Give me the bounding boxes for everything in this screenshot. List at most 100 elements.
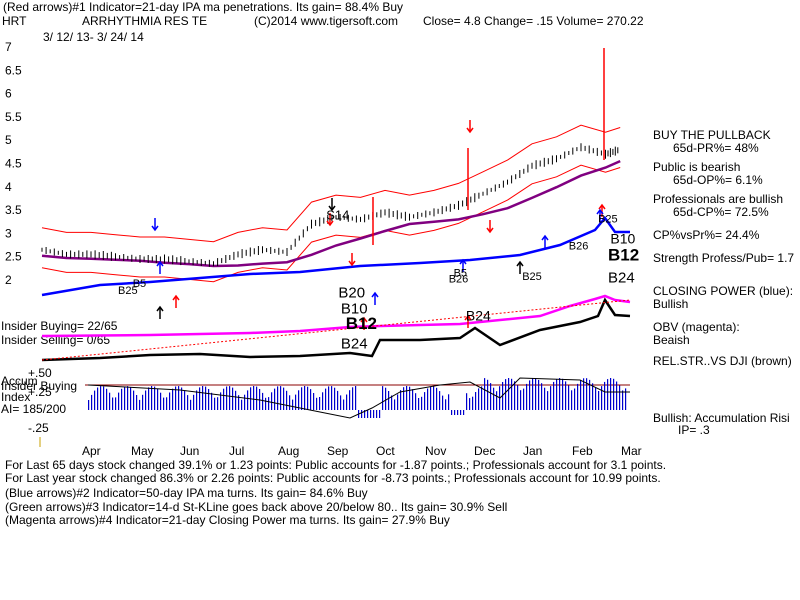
- accum-bar: [115, 397, 117, 410]
- insider-buying: Insider Buying= 22/65: [1, 319, 118, 333]
- accum-bar: [529, 380, 531, 410]
- signal-arrow-head-4: [466, 127, 474, 134]
- accum-bar: [340, 395, 342, 410]
- accum-bar: [193, 394, 195, 410]
- accum-bar: [280, 386, 282, 410]
- accum-bar: [172, 388, 174, 410]
- accum-bar: [625, 388, 627, 410]
- signal-arrow-head-11: [459, 258, 467, 265]
- signal-arrow-head-10: [371, 291, 379, 298]
- ticker: HRT: [2, 14, 27, 28]
- accum-bar: [355, 386, 357, 410]
- accum-bar: [94, 390, 96, 410]
- accum-bar: [343, 399, 345, 410]
- accum-bar: [421, 396, 423, 410]
- accum-bar: [442, 395, 444, 410]
- accum-bar: [289, 395, 291, 410]
- signal-arrow-head-13: [596, 208, 604, 215]
- accum-bar: [604, 381, 606, 410]
- signal-arrow-head-5: [486, 227, 494, 234]
- relative-strength-line: [41, 297, 631, 362]
- accum-bar: [514, 381, 516, 410]
- signal-arrow-head-14: [156, 305, 164, 312]
- accum-bar: [583, 378, 585, 410]
- accum-bar: [88, 400, 90, 410]
- accum-bar: [199, 387, 201, 410]
- month-label-10: Feb: [572, 444, 593, 458]
- accum-bar: [535, 378, 537, 410]
- upper-band-line: [41, 124, 621, 243]
- accum-bar: [559, 378, 561, 410]
- accum-bar: [100, 386, 102, 410]
- signal-label-3: B20: [338, 285, 365, 302]
- accum-bar: [130, 387, 132, 410]
- signal-5: 65d-CP%= 72.5%: [673, 205, 769, 219]
- accum-bar: [229, 386, 231, 410]
- accum-bar: [493, 387, 495, 410]
- accum-bar: [352, 387, 354, 410]
- signal-label-10: B25: [522, 271, 542, 283]
- accum-bar: [415, 393, 417, 410]
- signal-arrow-head-16: [516, 260, 524, 267]
- accum-bar: [388, 391, 390, 410]
- month-label-1: May: [131, 444, 154, 458]
- accum-bar: [238, 395, 240, 410]
- accum-bar: [595, 387, 597, 410]
- accum-bar: [91, 394, 93, 410]
- accum-bar: [148, 387, 150, 410]
- accum-bar: [520, 390, 522, 410]
- signal-label-11: B26: [569, 241, 589, 253]
- accum-bar: [571, 390, 573, 410]
- signal-arrow-head-15: [328, 205, 336, 212]
- signal-7: Strength Profess/Pub= 1.7: [653, 252, 795, 265]
- accum-bar: [325, 388, 327, 410]
- accum-bar: [337, 390, 339, 410]
- accum-bar: [436, 387, 438, 410]
- accum-bar: [565, 381, 567, 410]
- signal-label-9: B24: [466, 308, 491, 324]
- accum-bar: [475, 392, 477, 410]
- accum-bar: [121, 388, 123, 410]
- accum-bar: [139, 399, 141, 410]
- price-tick-7: 5.5: [5, 110, 22, 124]
- accum-bar: [400, 390, 402, 410]
- accum-bar: [370, 410, 372, 418]
- accum-bar: [508, 378, 510, 410]
- accum-bar: [619, 385, 621, 410]
- accum-bar: [376, 410, 378, 418]
- accum-bar: [205, 386, 207, 410]
- accum-bar: [244, 394, 246, 410]
- accum-bar: [274, 388, 276, 410]
- accum-bar: [517, 385, 519, 410]
- accum-bar: [463, 410, 465, 415]
- accum-bar: [253, 386, 255, 410]
- accum-bar: [469, 398, 471, 410]
- accum-bar: [124, 386, 126, 410]
- accum-bar: [208, 389, 210, 410]
- accum-bar: [322, 392, 324, 410]
- accum-bar: [286, 390, 288, 410]
- accum-bar: [589, 379, 591, 410]
- stock-name: ARRHYTHMIA RES TE: [82, 14, 208, 28]
- accum-bar: [544, 387, 546, 410]
- price-tick-6: 5: [5, 133, 12, 147]
- accum-bar: [418, 398, 420, 410]
- accum-bar: [127, 386, 129, 410]
- accum-bar: [112, 397, 114, 410]
- signal-3: 65d-OP%= 6.1%: [673, 173, 763, 187]
- accum-bar: [526, 383, 528, 410]
- accum-bar: [169, 392, 171, 410]
- accum-bar: [277, 386, 279, 410]
- accum-bar: [247, 390, 249, 410]
- accum-bar: [157, 388, 159, 410]
- accum-bar: [496, 391, 498, 410]
- accum-bar: [109, 392, 111, 410]
- accum-bar: [616, 381, 618, 410]
- signal-label-13: B10: [610, 231, 635, 247]
- accum-bar: [592, 383, 594, 410]
- accum-bar: [445, 399, 447, 410]
- price-tick-4: 4: [5, 180, 12, 194]
- accum-bar: [151, 386, 153, 410]
- accum-label-3: Index: [1, 390, 31, 404]
